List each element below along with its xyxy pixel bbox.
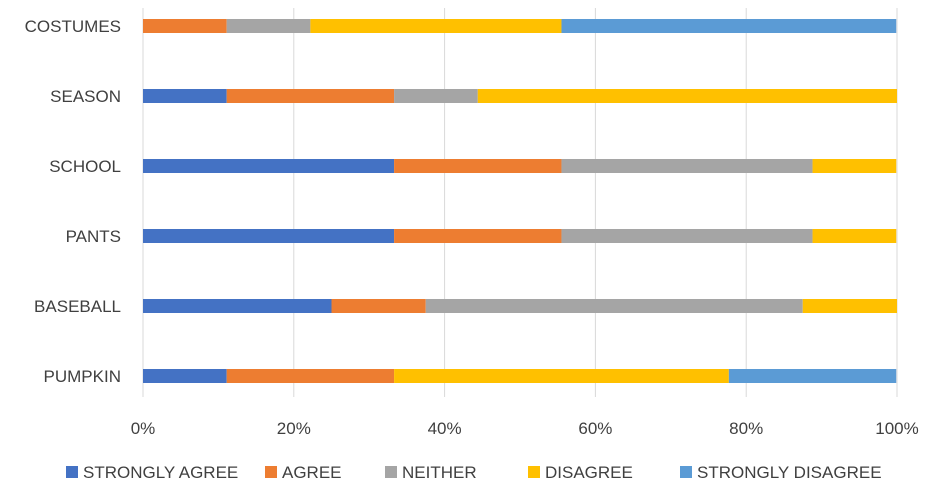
bar-segment <box>425 299 803 313</box>
bar-segment <box>561 159 813 173</box>
bar-segment <box>143 299 332 313</box>
legend-label: NEITHER <box>402 463 477 482</box>
legend-label: AGREE <box>282 463 342 482</box>
bar-segment <box>226 89 395 103</box>
bar-segment <box>143 229 395 243</box>
bar-segment <box>728 369 897 383</box>
bar-segment <box>143 89 227 103</box>
legend-label: STRONGLY DISAGREE <box>697 463 882 482</box>
bar-segment <box>394 89 478 103</box>
category-label: PUMPKIN <box>44 367 121 386</box>
x-tick-label: 80% <box>729 419 763 438</box>
x-tick-labels: 0% 20% 40% 60% 80% 100% <box>131 419 919 438</box>
legend-swatch <box>528 466 540 478</box>
bar-segment <box>394 229 562 243</box>
bar-segment <box>226 369 395 383</box>
bars <box>143 19 897 383</box>
bar-segment <box>143 19 227 33</box>
legend-label: DISAGREE <box>545 463 633 482</box>
bar-segment <box>310 19 562 33</box>
bar-segment <box>812 159 897 173</box>
bar-segment <box>802 299 897 313</box>
bar-segment <box>812 229 897 243</box>
x-tick-label: 100% <box>875 419 918 438</box>
bar-segment <box>143 369 227 383</box>
bar-segment <box>561 229 813 243</box>
legend-label: STRONGLY AGREE <box>83 463 238 482</box>
x-tick-label: 20% <box>277 419 311 438</box>
legend-swatch <box>265 466 277 478</box>
category-label: SCHOOL <box>49 157 121 176</box>
gridlines <box>142 8 898 397</box>
legend: STRONGLY AGREE AGREE NEITHER DISAGREE STRONG… <box>66 463 882 482</box>
bar-segment <box>394 369 729 383</box>
bar-segment <box>394 159 562 173</box>
category-label: PANTS <box>66 227 121 246</box>
bar-segment <box>561 19 897 33</box>
bar-segment <box>331 299 426 313</box>
category-label: BASEBALL <box>34 297 121 316</box>
x-tick-label: 60% <box>578 419 612 438</box>
category-labels: COSTUMES SEASON SCHOOL PANTS BASEBALL PUMPKIN <box>25 17 121 386</box>
bar-segment <box>477 89 897 103</box>
x-tick-label: 40% <box>428 419 462 438</box>
legend-swatch <box>680 466 692 478</box>
bar-segment <box>143 159 395 173</box>
legend-swatch <box>66 466 78 478</box>
category-label: SEASON <box>50 87 121 106</box>
x-tick-label: 0% <box>131 419 156 438</box>
bar-segment <box>226 19 311 33</box>
legend-swatch <box>385 466 397 478</box>
category-label: COSTUMES <box>25 17 121 36</box>
